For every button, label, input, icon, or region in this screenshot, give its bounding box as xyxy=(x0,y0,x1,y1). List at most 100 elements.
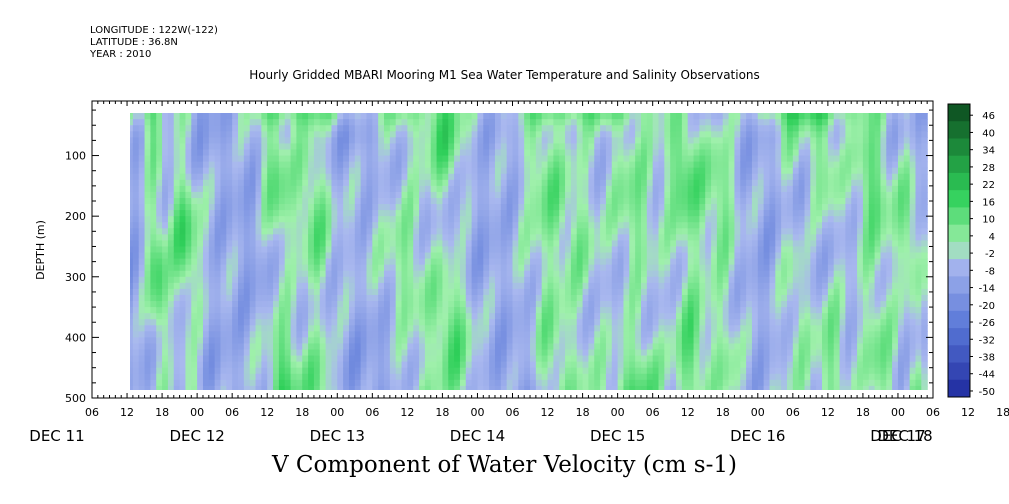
heatmap-cell xyxy=(150,240,157,248)
heatmap-cell xyxy=(267,197,274,205)
heatmap-cell xyxy=(506,319,514,326)
heatmap-cell xyxy=(202,331,210,338)
heatmap-cell xyxy=(699,204,706,211)
heatmap-cell xyxy=(454,355,461,363)
heatmap-cell xyxy=(471,301,479,308)
heatmap-cell xyxy=(506,185,514,193)
heatmap-cell xyxy=(156,301,163,308)
heatmap-cell xyxy=(284,113,292,120)
heatmap-cell xyxy=(535,191,543,199)
heatmap-cell xyxy=(384,367,391,375)
heatmap-cell xyxy=(261,137,268,145)
heatmap-cell xyxy=(290,276,298,284)
heatmap-cell xyxy=(173,131,181,138)
heatmap-cell xyxy=(372,313,379,320)
heatmap-cell xyxy=(384,240,391,248)
heatmap-cell xyxy=(623,167,630,175)
heatmap-cell xyxy=(465,149,473,157)
heatmap-cell xyxy=(454,113,461,114)
heatmap-cell xyxy=(360,240,368,248)
heatmap-cell xyxy=(191,234,198,242)
heatmap-cell xyxy=(296,155,303,163)
heatmap-cell xyxy=(331,137,338,145)
heatmap-cell xyxy=(594,185,601,193)
heatmap-cell xyxy=(249,282,257,290)
heatmap-cell xyxy=(728,137,736,145)
heatmap-cell xyxy=(401,155,408,163)
heatmap-cell xyxy=(605,337,613,345)
heatmap-cell xyxy=(238,179,245,187)
heatmap-cell xyxy=(144,276,151,284)
heatmap-cell xyxy=(448,282,455,290)
heatmap-cell xyxy=(658,216,665,223)
heatmap-cell xyxy=(267,337,274,345)
heatmap-cell xyxy=(681,143,689,151)
heatmap-cell xyxy=(459,119,467,126)
heatmap-cell xyxy=(594,379,601,387)
heatmap-cell xyxy=(681,149,689,157)
heatmap-cell xyxy=(214,228,222,235)
heatmap-cell xyxy=(220,131,227,138)
heatmap-cell xyxy=(290,355,298,363)
heatmap-cell xyxy=(570,343,578,351)
heatmap-cell xyxy=(214,113,222,114)
heatmap-cell xyxy=(267,325,274,332)
heatmap-cell xyxy=(746,113,753,114)
heatmap-cell xyxy=(395,155,403,163)
heatmap-cell xyxy=(337,222,344,229)
heatmap-cell xyxy=(290,234,298,242)
heatmap-cell xyxy=(652,155,660,163)
heatmap-cell xyxy=(343,367,350,375)
heatmap-cell xyxy=(401,264,408,272)
heatmap-cell xyxy=(419,191,426,199)
heatmap-cell xyxy=(623,222,630,229)
heatmap-cell xyxy=(144,246,151,254)
heatmap-cell xyxy=(518,234,525,242)
heatmap-cell xyxy=(524,161,531,169)
heatmap-cell xyxy=(436,179,444,187)
heatmap-cell xyxy=(518,197,525,205)
heatmap-cell xyxy=(716,385,724,390)
heatmap-cell xyxy=(494,234,502,242)
heatmap-cell xyxy=(249,155,257,163)
heatmap-cell xyxy=(436,325,444,332)
heatmap-cell xyxy=(401,367,408,375)
heatmap-cell xyxy=(500,204,508,211)
heatmap-cell xyxy=(313,264,321,272)
heatmap-cell xyxy=(366,337,373,345)
heatmap-cell xyxy=(208,331,216,338)
heatmap-cell xyxy=(640,385,648,390)
heatmap-cell xyxy=(238,143,245,151)
heatmap-cell xyxy=(600,361,607,369)
heatmap-cell xyxy=(366,191,373,199)
heatmap-cell xyxy=(676,137,683,145)
heatmap-cell xyxy=(681,119,689,126)
heatmap-cell xyxy=(249,276,257,284)
heatmap-cell xyxy=(635,179,642,187)
heatmap-cell xyxy=(436,246,444,254)
heatmap-cell xyxy=(214,270,222,278)
heatmap-cell xyxy=(436,307,444,314)
heatmap-cell xyxy=(413,373,420,381)
heatmap-cell xyxy=(500,319,508,326)
heatmap-cell xyxy=(728,252,736,260)
heatmap-cell xyxy=(185,137,192,145)
heatmap-cell xyxy=(524,307,531,314)
heatmap-cell xyxy=(547,113,554,120)
heatmap-cell xyxy=(331,155,338,163)
heatmap-cell xyxy=(681,113,689,114)
heatmap-cell xyxy=(337,367,344,375)
heatmap-cell xyxy=(711,131,718,138)
heatmap-cell xyxy=(530,258,537,266)
heatmap-cell xyxy=(255,167,262,175)
heatmap-cell xyxy=(407,173,414,181)
heatmap-cell xyxy=(337,373,344,381)
heatmap-cell xyxy=(588,234,595,242)
heatmap-cell xyxy=(261,185,268,193)
heatmap-cell xyxy=(670,325,677,332)
heatmap-cell xyxy=(366,113,373,120)
heatmap-cell xyxy=(130,367,134,375)
heatmap-cell xyxy=(202,125,210,132)
heatmap-cell xyxy=(640,125,648,132)
heatmap-cell xyxy=(436,319,444,326)
